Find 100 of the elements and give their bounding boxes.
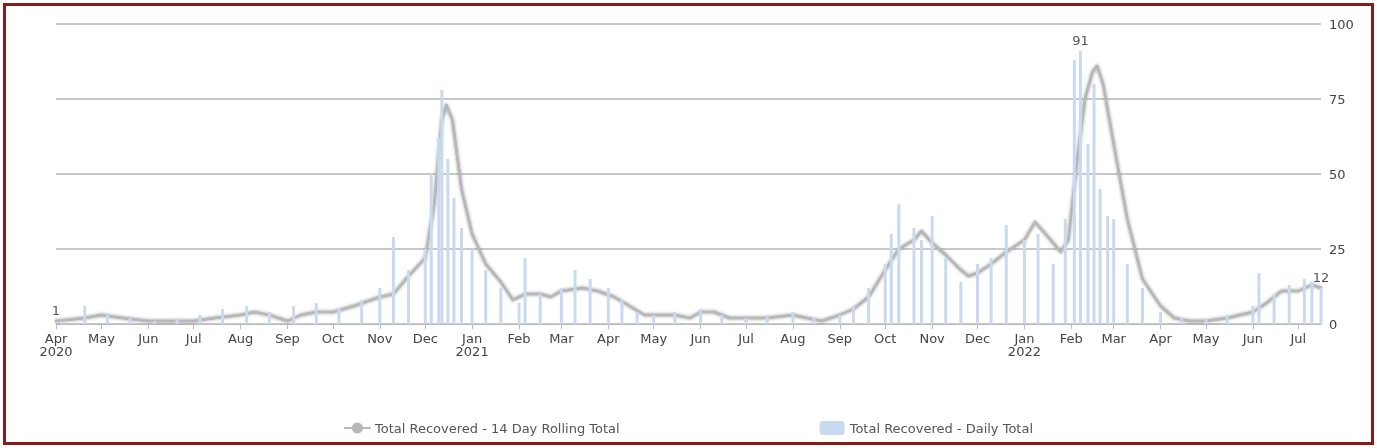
bar [1086,144,1090,324]
bar [391,237,395,324]
bar [912,228,916,324]
x-tick-label: Nov [367,331,393,346]
x-tick-label: Dec [964,331,991,346]
bar [765,315,769,324]
x-tick-label: Sep [827,331,853,346]
bar [673,312,677,324]
bar [1098,189,1102,324]
bar [267,312,271,324]
x-tick-label: Apr [1149,331,1173,346]
bar [1310,282,1314,324]
legend-label: Total Recovered - 14 Day Rolling Total [373,420,620,436]
x-tick-label: Oct [321,331,345,346]
x-tick-label: Oct [873,331,897,346]
x-tick-label: May [640,331,668,346]
bar [499,288,503,324]
x-tick-label: May [87,331,116,346]
x-tick-label: Apr [597,331,621,346]
bar [83,306,87,324]
bar [1036,234,1040,324]
bar [1159,312,1163,324]
bar [652,315,656,324]
bar [889,234,893,324]
x-tick-label: Mar [549,331,575,346]
bar [812,318,816,324]
bar [429,174,433,324]
bar [959,282,963,324]
x-tick-label: Aug [227,331,254,346]
bar [314,303,318,324]
bar [883,264,887,324]
bar [620,300,624,324]
bar [360,300,364,324]
bar [744,318,748,324]
x-tick-label: Jul [184,331,202,346]
bar [976,264,980,324]
x-tick-label: Apr 2020 [39,331,73,359]
bar [484,270,488,324]
bar [897,204,901,324]
bar [1022,240,1026,324]
bar [920,240,924,324]
bar [838,315,842,324]
x-tick-label: Mar [1101,331,1127,346]
bar [1287,285,1291,324]
bar [1272,294,1276,324]
x-tick-label: Dec [412,331,438,346]
bar [407,270,411,324]
x-tick-label: Nov [919,331,946,346]
x-tick-label: Sep [275,331,300,346]
bar [517,303,521,324]
bar [378,288,382,324]
bar [1251,306,1255,324]
bar [538,294,542,324]
bar [1004,225,1008,324]
bar [635,312,639,324]
bar [292,306,296,324]
bar [220,309,224,324]
x-tick-label: Jun [137,331,159,346]
x-tick-label: Jan 2022 [1007,331,1041,359]
bar [606,288,610,324]
bar [523,258,527,324]
bar [1072,60,1076,324]
bar [1106,216,1110,324]
bar [573,270,577,324]
x-tick-label: Aug [780,331,806,346]
bar [1063,219,1067,324]
bar [105,315,109,324]
x-tick-label: Jul [737,331,754,346]
bar [152,321,156,324]
x-tick-label: May [1192,331,1220,346]
annotation: 12 [1312,270,1330,285]
bar [791,312,795,324]
bar [989,258,993,324]
bar [1078,51,1082,324]
annotation: 91 [1072,33,1089,48]
x-tick-label: Feb [1059,331,1083,346]
bar [699,309,703,324]
bar [1180,318,1184,324]
bar [559,288,563,324]
x-tick-label: Jun [689,331,711,346]
y-tick-label: 50 [1329,166,1346,182]
bar [128,318,132,324]
bar [1204,318,1208,324]
bar [1125,264,1129,324]
bar [1319,288,1323,324]
y-tick-label: 0 [1329,316,1338,332]
bar [446,159,450,324]
bar [867,288,871,324]
bar [423,249,427,324]
bar [337,309,341,324]
bar [452,198,456,324]
y-tick-label: 75 [1329,91,1346,107]
bar [1302,279,1306,324]
bar [1225,315,1229,324]
bar [720,315,724,324]
bar [1140,288,1144,324]
bar [1092,84,1096,324]
bar [1051,264,1055,324]
bar [851,306,855,324]
x-tick-label: Jul [1289,331,1307,346]
